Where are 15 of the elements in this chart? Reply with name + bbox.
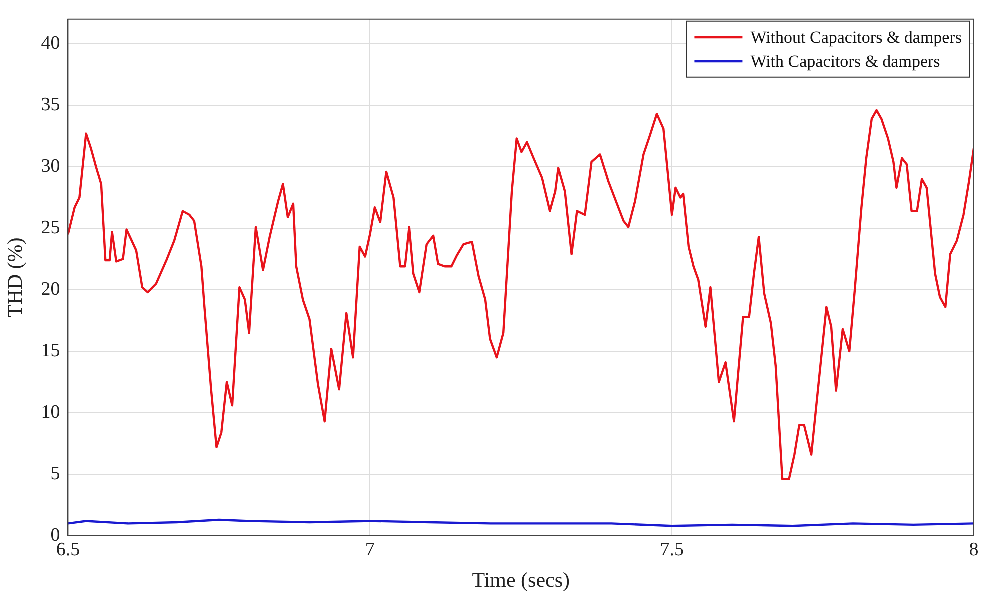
y-tick-label: 40 xyxy=(41,32,60,54)
y-tick-label: 30 xyxy=(41,156,60,177)
x-tick-label: 8 xyxy=(969,539,979,560)
y-tick-label: 5 xyxy=(50,463,60,484)
x-tick-label: 7 xyxy=(365,539,375,560)
legend-label: Without Capacitors & dampers xyxy=(750,28,962,47)
legend-label: With Capacitors & dampers xyxy=(750,52,940,71)
y-tick-label: 20 xyxy=(41,278,60,300)
y-tick-label: 15 xyxy=(41,340,60,362)
x-tick-label: 7.5 xyxy=(660,539,684,560)
y-axis-title: THD (%) xyxy=(3,238,28,318)
y-tick-label: 35 xyxy=(41,94,60,116)
y-tick-label: 10 xyxy=(41,402,60,423)
x-axis-title: Time (secs) xyxy=(472,568,570,592)
y-tick-label: 25 xyxy=(41,217,60,238)
